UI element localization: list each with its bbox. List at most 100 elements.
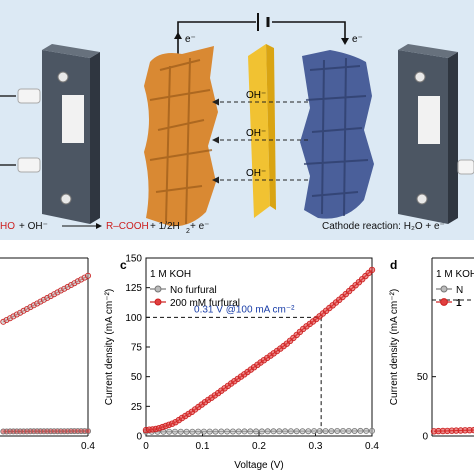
x-tick-label: 0.3	[309, 441, 323, 452]
anode-reaction: HO + OH⁻ R–COOH + 1/2H 2 + e⁻	[0, 221, 209, 235]
y-tick-label: 100	[125, 313, 142, 324]
no-furfural-point	[299, 428, 306, 435]
electron-label-left: e⁻	[185, 34, 196, 45]
hydroxide-label-2: OH⁻	[246, 128, 266, 139]
y-tick-label: 25	[131, 402, 143, 413]
no-furfural-point	[189, 428, 196, 435]
no-furfural-point	[328, 428, 335, 435]
panel-b-point	[85, 428, 92, 435]
x-tick-label: 0.4	[365, 441, 379, 452]
panel-d-legend-entry-2: 1	[456, 298, 462, 309]
y-tick-label: 50	[417, 372, 429, 383]
no-furfural-point	[218, 428, 225, 435]
no-furfural-point	[264, 428, 271, 435]
no-furfural-point	[357, 427, 364, 434]
no-furfural-point	[316, 428, 323, 435]
hydroxide-label-1: OH⁻	[246, 90, 266, 101]
no-furfural-point	[258, 428, 265, 435]
right-end-plate	[398, 44, 474, 224]
no-furfural-point	[195, 428, 202, 435]
no-furfural-point	[322, 428, 329, 435]
panel-d-label: d	[390, 258, 397, 272]
x-tick-label: 0	[143, 441, 149, 452]
no-furfural-point	[212, 428, 219, 435]
legend-marker-furfural	[154, 298, 162, 306]
electron-arrow-right	[341, 38, 349, 45]
no-furfural-point	[270, 428, 277, 435]
cathode-reaction: Cathode reaction: H₂O + e⁻	[322, 221, 445, 232]
y-tick-label: 0	[136, 432, 142, 443]
no-furfural-point	[229, 428, 236, 435]
membrane	[248, 44, 276, 218]
anode-reaction-prefix: HO	[0, 221, 15, 232]
left-plate-window	[62, 95, 84, 143]
panel-d-legend-entry-1: N	[456, 285, 463, 296]
panel-c-annotation: 0.31 V @100 mA cm⁻²	[194, 304, 295, 315]
cathode-foam	[300, 50, 374, 219]
no-furfural-point	[183, 428, 190, 435]
no-furfural-point	[339, 427, 346, 434]
left-end-plate	[0, 44, 100, 224]
no-furfural-point	[235, 428, 242, 435]
panel-c-y-axis-label: Current density (mA cm⁻²)	[104, 289, 115, 405]
anode-reaction-product-b: + 1/2H	[150, 221, 180, 232]
panel-b: 0.30.4	[0, 257, 95, 452]
no-furfural-point	[311, 428, 318, 435]
no-furfural-point	[224, 428, 231, 435]
legend-label-furfural: 200 mM furfural	[170, 298, 240, 309]
hydroxide-label-3: OH⁻	[246, 168, 266, 179]
furfural-point	[368, 266, 376, 274]
x-tick-label: 0.1	[196, 441, 210, 452]
hydroxide-arrows	[216, 101, 308, 181]
no-furfural-point	[287, 428, 294, 435]
y-tick-label: 0	[422, 432, 428, 443]
no-furfural-point	[166, 428, 173, 435]
y-tick-label: 50	[131, 372, 143, 383]
no-furfural-point	[293, 428, 300, 435]
no-furfural-point	[200, 428, 207, 435]
no-furfural-point	[351, 427, 358, 434]
x-tick-label: 0.4	[81, 441, 95, 452]
x-tick-label: 0.2	[252, 441, 266, 452]
anode-reaction-product-c: + e⁻	[190, 221, 209, 232]
no-furfural-point	[171, 428, 178, 435]
anode-reaction-mid: + OH⁻	[19, 221, 48, 232]
hydroxide-arrowheads	[212, 98, 219, 184]
schematic: e⁻ e⁻	[0, 0, 474, 240]
panel-c-label: c	[120, 258, 127, 272]
anode-foam	[144, 46, 218, 227]
no-furfural-point	[253, 428, 260, 435]
panel-c: c 0 0.1 0.2 0.3 0.4 0 25 50 75 100 125 150 Current …	[104, 254, 379, 472]
no-furfural-point	[241, 428, 248, 435]
y-tick-label: 150	[125, 254, 142, 265]
panel-d-point	[470, 426, 474, 434]
no-furfural-point	[177, 428, 184, 435]
panel-d-y-axis-label: Current density (mA cm⁻²)	[389, 289, 400, 405]
no-furfural-point	[276, 428, 283, 435]
panel-b-point	[85, 272, 92, 279]
y-tick-label: 75	[131, 343, 143, 354]
no-furfural-point	[282, 428, 289, 435]
panel-c-x-axis-label: Voltage (V)	[234, 460, 283, 471]
panel-d-legend: N 1	[436, 285, 463, 309]
circuit-wire	[177, 13, 346, 60]
panel-d-legend-title: 1 M KOH	[436, 269, 474, 280]
no-furfural-point	[247, 428, 254, 435]
no-furfural-point	[334, 427, 341, 434]
electron-arrow-left	[174, 32, 182, 39]
anode-reaction-subscript: 2	[186, 228, 190, 235]
electron-label-right: e⁻	[352, 34, 363, 45]
legend-marker-no-furfural	[154, 285, 162, 293]
no-furfural-point	[206, 428, 213, 435]
y-tick-label: 125	[125, 283, 142, 294]
no-furfural-point	[345, 427, 352, 434]
anode-reaction-product-a: R–COOH	[106, 221, 149, 232]
panel-c-legend: No furfural 200 mM furfural	[150, 285, 240, 309]
panel-d: d Current density (mA cm⁻²) 050 1 M KOH …	[389, 257, 474, 443]
right-plate-window	[418, 96, 440, 144]
no-furfural-point	[368, 427, 375, 434]
no-furfural-point	[363, 427, 370, 434]
panel-c-legend-title: 1 M KOH	[150, 269, 191, 280]
no-furfural-point	[305, 428, 312, 435]
